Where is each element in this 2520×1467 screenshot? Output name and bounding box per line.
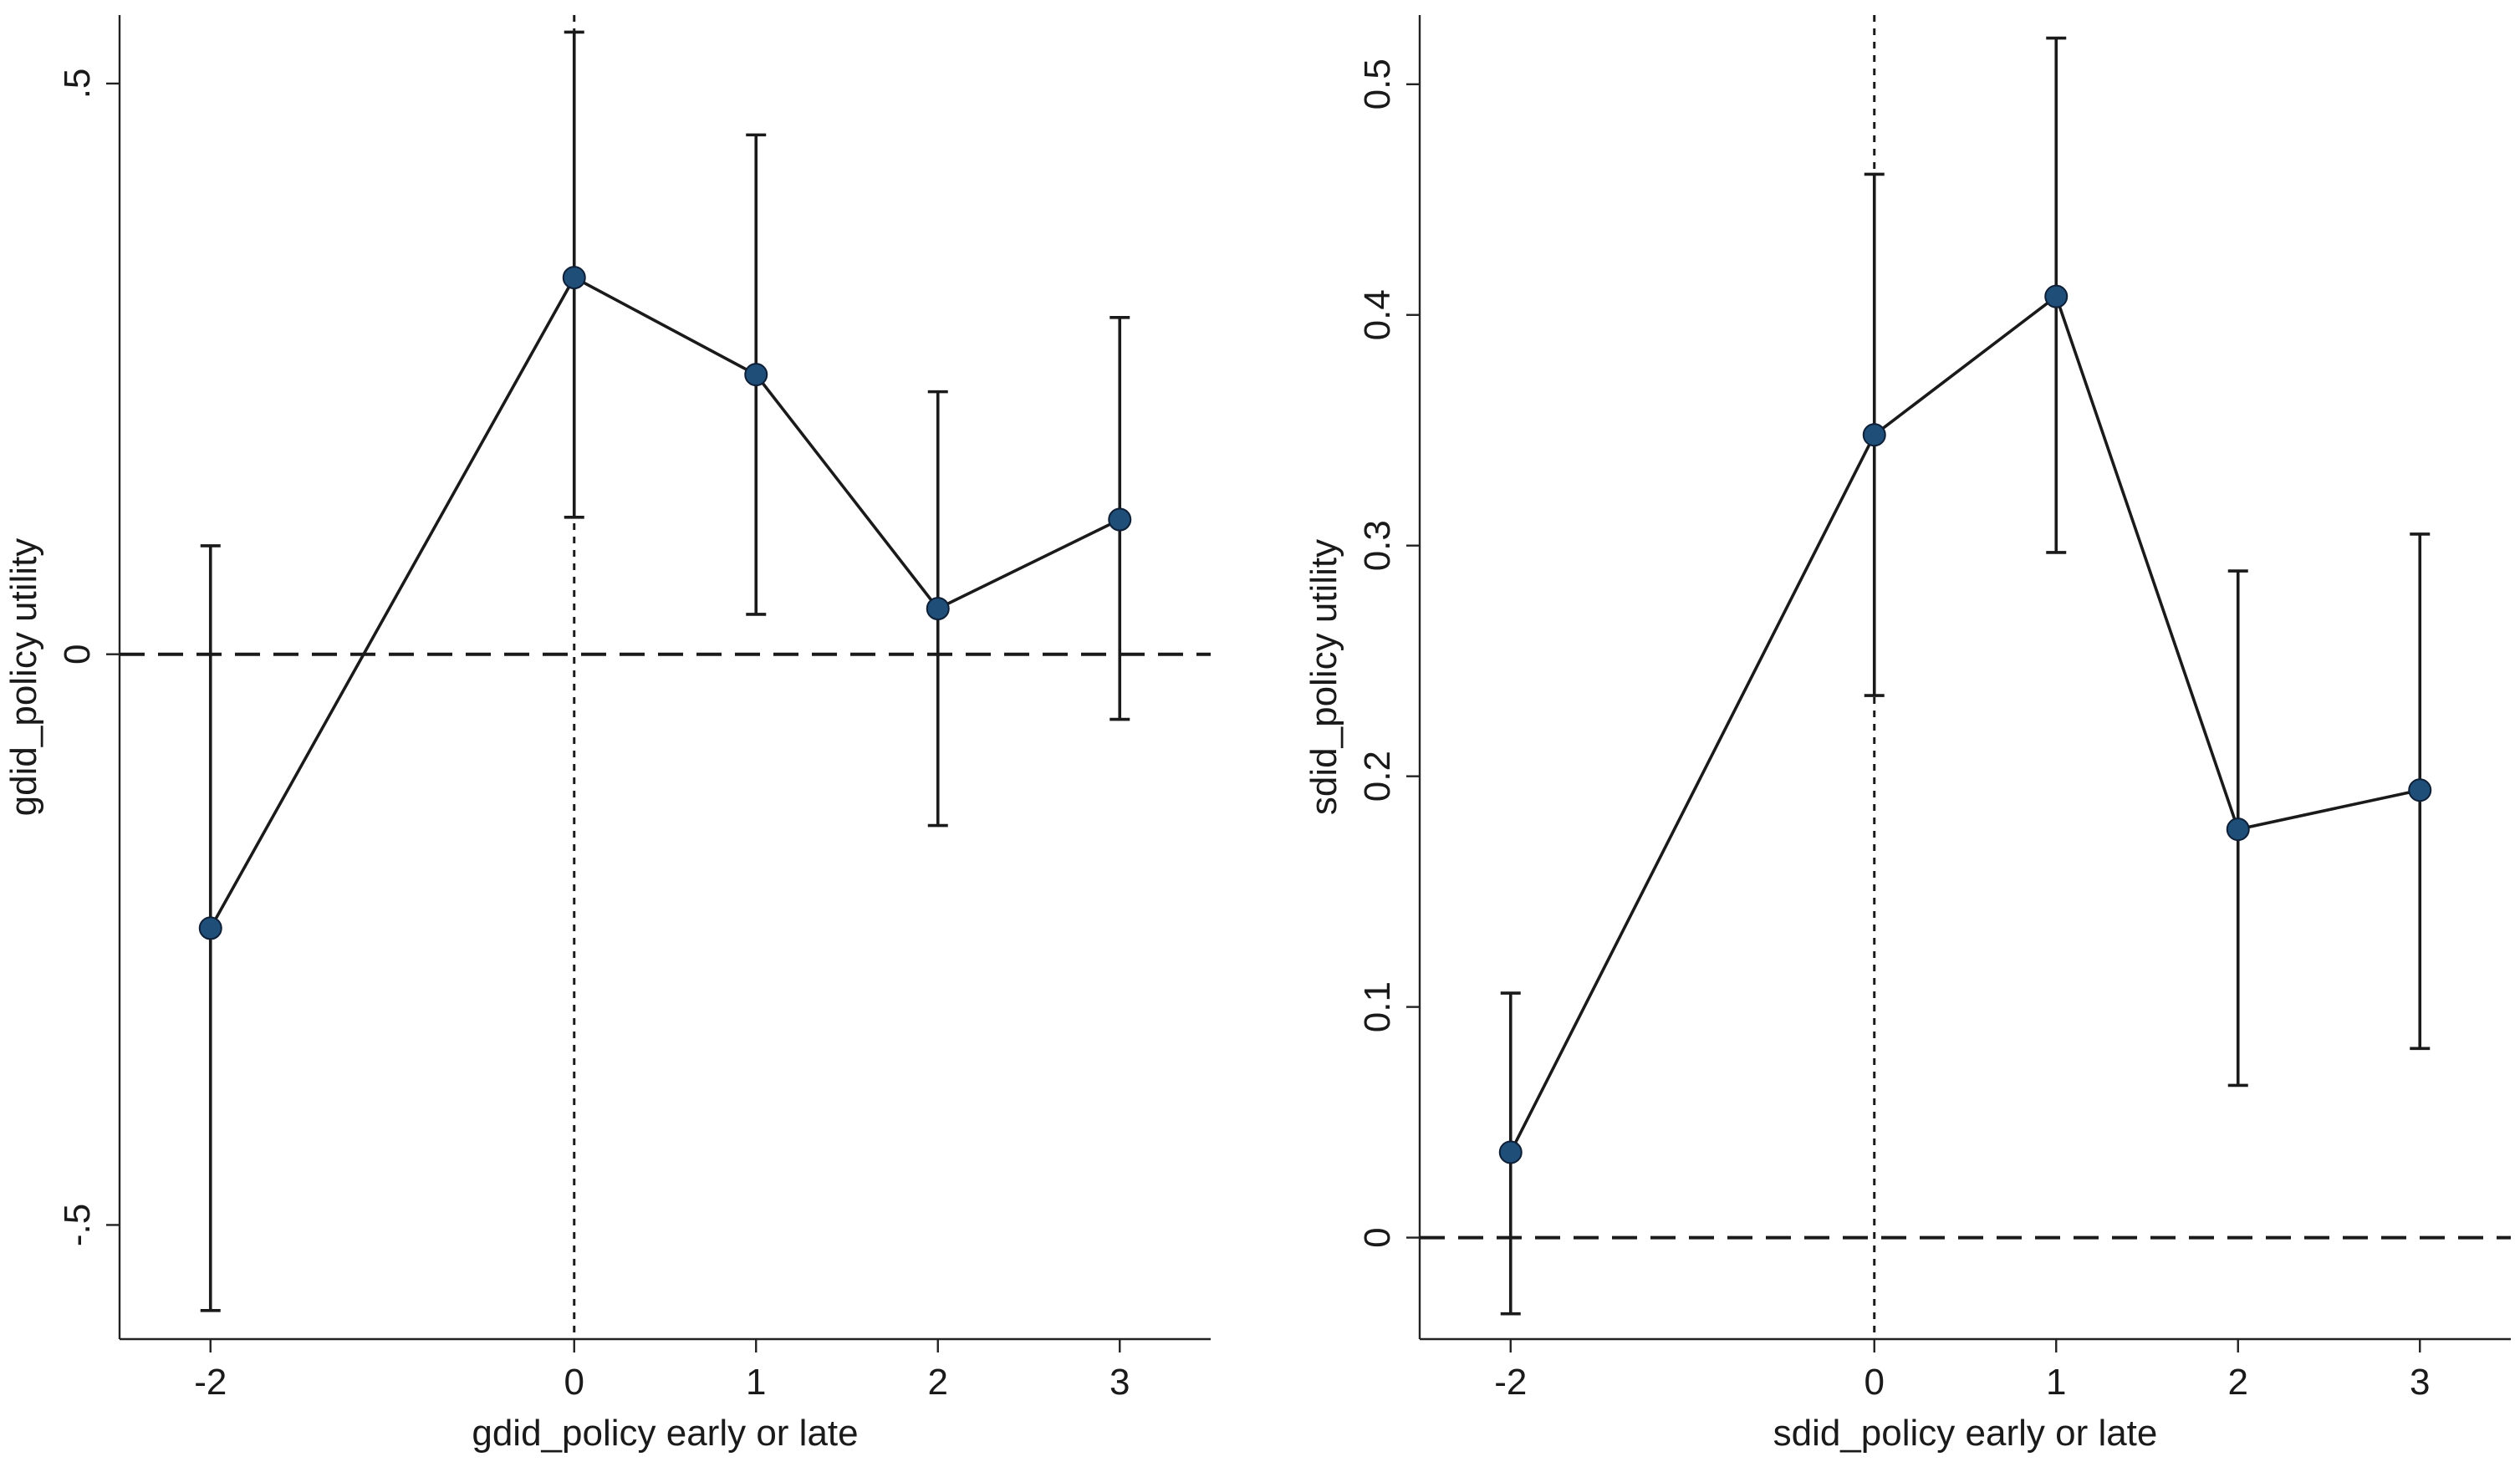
chart-panel-sdid: -2 0 1 2 3 0 0.1 0.2 0.3 0.4 0.5 sdid_policy early … bbox=[1303, 15, 2511, 1454]
sdid-y-tick-label: 0.2 bbox=[1357, 751, 1398, 802]
sdid-data-point bbox=[2044, 284, 2069, 308]
gdid-data-point bbox=[1108, 507, 1132, 532]
gdid-x-tick-label: 3 bbox=[1110, 1362, 1130, 1403]
gdid-data-point bbox=[744, 363, 768, 387]
gdid-y-tick-label: .5 bbox=[57, 69, 98, 99]
sdid-data-point bbox=[1498, 1140, 1523, 1164]
sdid-series-line bbox=[1509, 293, 2421, 1154]
sdid-x-tick-label: 1 bbox=[2046, 1362, 2066, 1403]
gdid-y-tick-label: 0 bbox=[57, 644, 98, 664]
sdid-x-tick-label: 2 bbox=[2228, 1362, 2248, 1403]
sdid-y-tick-label: 0.5 bbox=[1357, 59, 1398, 110]
gdid-data-point bbox=[926, 597, 950, 621]
sdid-x-axis-title: sdid_policy early or late bbox=[1773, 1413, 2158, 1454]
gdid-series-line bbox=[209, 275, 1121, 930]
sdid-y-axis-title: sdid_policy utility bbox=[1303, 539, 1344, 815]
sdid-y-tick-label: 0.4 bbox=[1357, 289, 1398, 340]
sdid-y-tick-label: 0.3 bbox=[1357, 520, 1398, 571]
gdid-data-point bbox=[198, 916, 222, 940]
chart-panel-gdid: -2 0 1 2 3 -.5 0 .5 gdid_policy early or late gdi… bbox=[3, 15, 1211, 1454]
gdid-x-tick-label: 0 bbox=[564, 1362, 584, 1403]
gdid-x-tick-label: -2 bbox=[194, 1362, 227, 1403]
sdid-y-tick-label: 0.1 bbox=[1357, 981, 1398, 1032]
gdid-y-axis-title: gdid_policy utility bbox=[3, 538, 44, 817]
gdid-x-axis-title: gdid_policy early or late bbox=[472, 1413, 858, 1454]
gdid-x-tick-label: 2 bbox=[928, 1362, 948, 1403]
gdid-x-tick-label: 1 bbox=[746, 1362, 766, 1403]
sdid-x-tick-label: -2 bbox=[1494, 1362, 1527, 1403]
sdid-data-point bbox=[2226, 818, 2250, 842]
gdid-data-point bbox=[562, 266, 586, 290]
gdid-y-tick-label: -.5 bbox=[57, 1204, 98, 1246]
sdid-y-tick-label: 0 bbox=[1357, 1227, 1398, 1247]
sdid-x-tick-label: 0 bbox=[1864, 1362, 1885, 1403]
sdid-x-tick-label: 3 bbox=[2410, 1362, 2430, 1403]
sdid-data-point bbox=[2408, 778, 2432, 802]
sdid-data-point bbox=[1862, 423, 1886, 447]
